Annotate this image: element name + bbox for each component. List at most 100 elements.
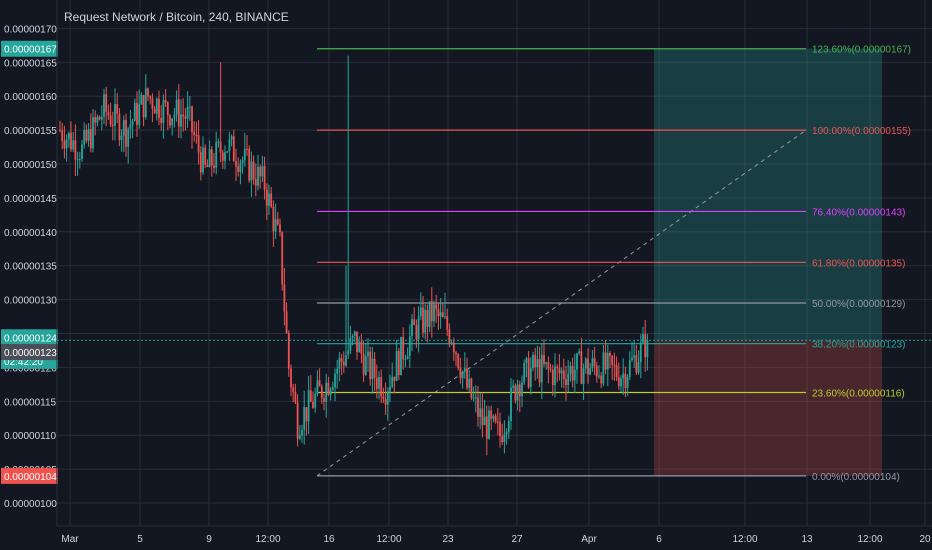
- time-tick-label: 16: [323, 534, 335, 545]
- candle-body: [496, 421, 499, 423]
- candle-body: [241, 160, 244, 164]
- price-axis[interactable]: [0, 0, 57, 550]
- candle-body: [235, 161, 237, 167]
- candle-body: [250, 161, 253, 181]
- candle-body: [593, 358, 596, 366]
- candle-body: [611, 356, 614, 365]
- candle-body: [149, 96, 152, 99]
- candle-body: [92, 117, 94, 149]
- candle-body: [147, 88, 149, 97]
- fib-level-label: 76.40%(0.00000143): [812, 207, 905, 218]
- candle-body: [419, 307, 422, 317]
- candle-body: [582, 368, 585, 384]
- fib-level-label: 0.00%(0.00000104): [812, 472, 900, 483]
- price-marker-text: 0.00000124: [4, 333, 57, 344]
- profit-zone[interactable]: [654, 48, 882, 341]
- candle-body: [628, 360, 631, 377]
- candle-body: [382, 396, 385, 400]
- candle-body: [358, 341, 361, 353]
- fib-level-label: 38.20%(0.00000123): [812, 340, 905, 351]
- candle-body: [494, 415, 497, 422]
- candle-body: [422, 307, 424, 333]
- candle-body: [309, 390, 312, 402]
- candle-body: [547, 362, 550, 369]
- candle-body: [144, 88, 147, 118]
- candle-body: [450, 342, 453, 344]
- candle-body: [202, 147, 204, 173]
- candle-body: [224, 152, 226, 161]
- candle-body: [331, 387, 334, 390]
- candle-body: [232, 136, 235, 162]
- candle-body: [246, 148, 248, 150]
- candle-body: [617, 377, 620, 387]
- candle-body: [516, 384, 519, 401]
- candle-body: [274, 219, 277, 232]
- candle-body: [193, 132, 196, 136]
- candle-body: [78, 158, 81, 160]
- candle-body: [138, 104, 141, 125]
- time-tick-label: 13: [801, 534, 813, 545]
- candle-body: [94, 117, 97, 123]
- candle-body: [184, 116, 187, 119]
- candle-body: [61, 130, 64, 141]
- price-tick-label: 0.00000155: [4, 126, 57, 137]
- candle-body: [281, 232, 284, 285]
- candle-body: [133, 103, 136, 121]
- candle-body: [259, 166, 262, 177]
- candle-body: [369, 351, 372, 380]
- candle-body: [114, 104, 116, 126]
- candle-body: [131, 120, 134, 125]
- candle-body: [210, 149, 213, 166]
- candle-body: [103, 94, 105, 117]
- candle-body: [463, 368, 466, 372]
- candle-body: [63, 140, 66, 149]
- grid-lines: [57, 0, 932, 526]
- candle-body: [272, 206, 275, 232]
- candle-body: [470, 378, 473, 399]
- candle-body: [490, 410, 493, 419]
- price-marker-bg: [1, 344, 58, 361]
- candle-body: [180, 114, 182, 127]
- candle-body: [96, 116, 99, 123]
- candle-body: [261, 166, 264, 177]
- candle-body: [294, 392, 297, 403]
- candle-body: [430, 301, 433, 322]
- fibonacci-retracement[interactable]: 123.60%(0.00000167) 100.00%(0.00000155) 76…: [316, 45, 911, 483]
- candle-body: [169, 115, 171, 126]
- candle-body: [204, 147, 207, 165]
- candle-body: [543, 354, 545, 365]
- long-position-tool[interactable]: [654, 48, 882, 476]
- candle-body: [342, 361, 345, 366]
- candle-body: [140, 95, 143, 105]
- candle-body: [609, 352, 611, 357]
- candle-body: [604, 352, 607, 370]
- loss-zone[interactable]: [654, 340, 882, 476]
- candle-body: [589, 367, 592, 375]
- candle-body: [316, 380, 319, 394]
- candle-body: [340, 358, 343, 362]
- time-axis[interactable]: [57, 526, 932, 550]
- candle-body: [375, 377, 378, 389]
- candle-body: [378, 377, 380, 389]
- candle-body: [329, 389, 332, 395]
- candle-body: [98, 116, 101, 120]
- candle-body: [239, 163, 242, 172]
- candle-body: [554, 366, 556, 386]
- candle-body: [633, 355, 636, 358]
- candle-body: [305, 407, 308, 422]
- candle-body: [349, 337, 352, 351]
- candle-body: [635, 355, 638, 373]
- candle-body: [252, 161, 255, 180]
- candle-body: [391, 376, 394, 387]
- candle-body: [243, 148, 246, 161]
- price-tick-label: 0.00000160: [4, 92, 57, 103]
- candle-body: [551, 369, 554, 386]
- time-tick-label: Mar: [61, 534, 79, 545]
- candle-body: [448, 329, 451, 343]
- candle-body: [595, 365, 598, 377]
- candle-body: [521, 382, 523, 397]
- candle-body: [514, 385, 517, 401]
- candle-body: [415, 324, 418, 340]
- candle-body: [296, 402, 299, 439]
